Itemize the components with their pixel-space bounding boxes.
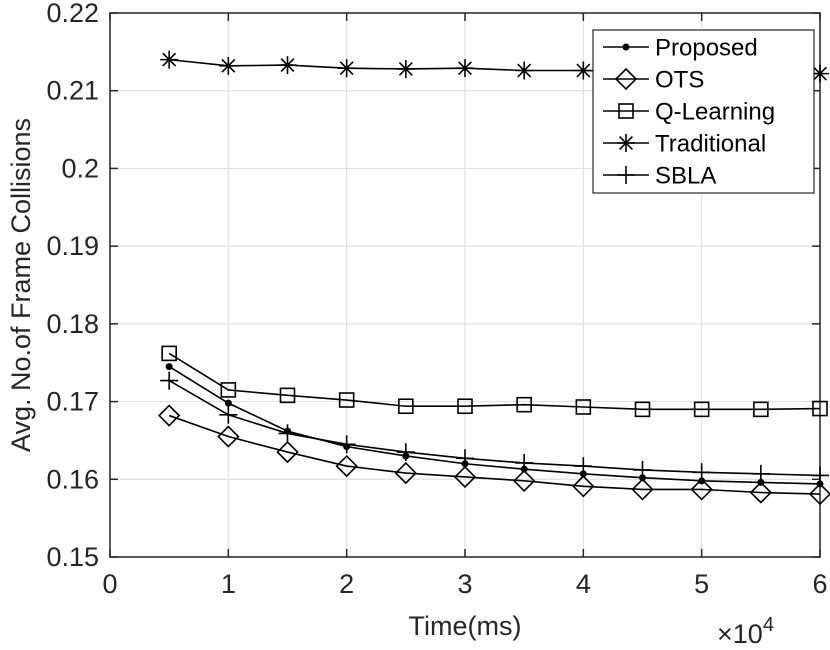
- y-tick-label: 0.16: [46, 464, 99, 494]
- x-tick-label: 6: [812, 569, 827, 599]
- data-point-ots: [572, 475, 595, 498]
- data-point-proposed: [224, 399, 232, 407]
- x-axis-multiplier-base: ×10: [717, 619, 763, 649]
- series-line-sbla: [168, 379, 821, 477]
- x-axis-multiplier: ×104: [717, 614, 774, 649]
- data-point-q-learning: [693, 401, 710, 418]
- legend-marker-ots: [614, 67, 638, 91]
- data-point-ots: [690, 478, 713, 501]
- legend-label-traditional: Traditional: [655, 131, 766, 158]
- data-point-q-learning: [634, 401, 651, 418]
- data-point-ots: [513, 469, 536, 492]
- data-point-traditional: [160, 50, 179, 69]
- x-axis-multiplier-exponent: 4: [763, 614, 774, 636]
- y-tick-label: 0.18: [46, 309, 99, 339]
- data-point-q-learning: [575, 399, 592, 415]
- data-point-q-learning: [516, 396, 532, 413]
- y-tick-label: 0.22: [46, 0, 99, 28]
- data-point-q-learning: [338, 392, 355, 408]
- data-point-sbla: [574, 457, 593, 476]
- data-point-ots: [158, 404, 181, 427]
- legend: Proposed OTS Q-Learning Traditional SBLA: [592, 29, 815, 194]
- data-point-sbla: [811, 466, 829, 485]
- data-point-sbla: [633, 460, 652, 479]
- x-tick-label: 5: [694, 569, 709, 599]
- data-point-sbla: [515, 453, 534, 472]
- legend-label-sbla: SBLA: [655, 163, 716, 190]
- series-line-q-learning: [168, 352, 821, 411]
- data-point-ots: [808, 482, 830, 506]
- data-point-sbla: [219, 405, 238, 424]
- data-point-ots: [394, 461, 417, 485]
- axis-ticks: 0 1 2 3 4 5 6 0.15 0.16 0.17 0.18 0.19 0.2 0.21 0.22: [46, 0, 827, 599]
- data-point-q-learning: [753, 401, 769, 418]
- data-point-sbla: [337, 435, 356, 454]
- data-point-sbla: [396, 443, 415, 462]
- legend-label-proposed: Proposed: [655, 35, 758, 62]
- legend-label-q-learning: Q-Learning: [655, 99, 775, 126]
- legend-marker-q-learning: [618, 103, 634, 119]
- data-point-sbla: [456, 449, 474, 468]
- y-tick-label: 0.19: [46, 231, 99, 261]
- data-point-traditional: [811, 64, 829, 83]
- data-point-sbla: [692, 463, 711, 482]
- data-point-traditional: [337, 59, 356, 78]
- data-point-traditional: [574, 61, 593, 80]
- x-tick-label: 4: [576, 569, 591, 599]
- y-tick-label: 0.2: [61, 153, 99, 183]
- y-axis-label: Avg. No.of Frame Collisions: [6, 118, 36, 452]
- data-point-q-learning: [220, 382, 237, 398]
- x-tick-label: 3: [457, 569, 472, 599]
- x-tick-label: 0: [102, 569, 117, 599]
- data-point-ots: [749, 481, 772, 504]
- y-tick-label: 0.17: [46, 387, 99, 417]
- data-point-traditional: [278, 56, 297, 75]
- data-point-ots: [453, 465, 477, 489]
- data-point-proposed: [165, 363, 173, 371]
- x-tick-label: 2: [339, 569, 354, 599]
- series-line-proposed: [168, 365, 821, 485]
- data-point-q-learning: [457, 398, 473, 415]
- data-point-traditional: [219, 56, 238, 75]
- data-point-ots: [335, 454, 358, 478]
- data-point-sbla: [751, 464, 770, 483]
- data-point-sbla: [278, 424, 297, 443]
- data-point-q-learning: [161, 345, 177, 362]
- x-tick-label: 1: [221, 569, 236, 599]
- y-tick-label: 0.15: [46, 542, 99, 572]
- data-point-q-learning: [279, 387, 296, 404]
- data-point-traditional: [515, 61, 534, 80]
- data-point-ots: [217, 425, 240, 448]
- data-point-q-learning: [812, 400, 828, 417]
- data-point-sbla: [160, 371, 179, 390]
- data-point-q-learning: [398, 398, 414, 415]
- legend-label-ots: OTS: [655, 67, 704, 94]
- data-point-traditional: [396, 59, 415, 78]
- data-point-traditional: [456, 59, 474, 78]
- legend-marker-traditional: [617, 134, 635, 152]
- y-tick-label: 0.21: [46, 76, 99, 106]
- legend-marker-sbla: [617, 166, 635, 184]
- series-markers: [158, 50, 830, 506]
- data-point-ots: [276, 440, 299, 464]
- legend-marker-proposed: [622, 43, 630, 51]
- data-point-ots: [631, 478, 654, 501]
- x-axis-label: Time(ms): [409, 611, 522, 641]
